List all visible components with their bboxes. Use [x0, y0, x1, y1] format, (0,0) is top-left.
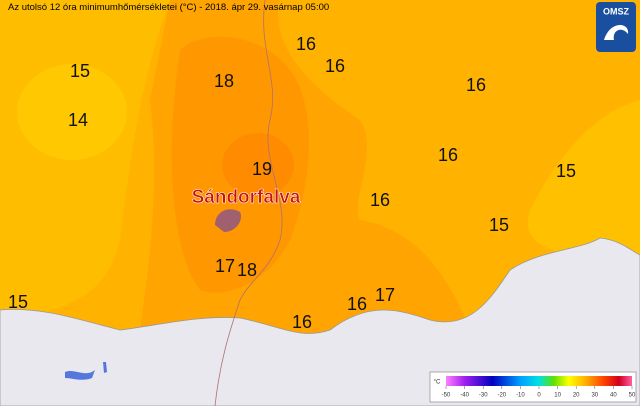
colorbar-tick-label: 20 [573, 393, 580, 399]
town-area [215, 209, 242, 232]
colorbar-tick-label: 40 [610, 393, 617, 399]
colorbar-tick-label: 10 [554, 393, 561, 399]
warm-core [222, 133, 294, 197]
outside-region [0, 237, 640, 406]
temperature-label: 16 [370, 190, 390, 210]
cool-field [17, 64, 127, 160]
colorbar-tick-label: 30 [591, 393, 598, 399]
colorbar-unit: °C [434, 380, 441, 386]
lake [65, 370, 95, 380]
temperature-label: 18 [237, 260, 257, 280]
colorbar-tick-label: -20 [497, 393, 506, 399]
temperature-label: 15 [8, 292, 28, 312]
colorbar-tick-label: -10 [516, 393, 525, 399]
temperature-label: 14 [68, 110, 88, 130]
colorbar-tick-label: -30 [479, 393, 488, 399]
border-line [214, 0, 283, 406]
temperature-label: 18 [214, 71, 234, 91]
town-name: Sándorfalva [192, 187, 301, 208]
temperature-label: 15 [489, 215, 509, 235]
lake [103, 362, 107, 373]
colorbar-tick-label: 0 [537, 393, 541, 399]
temperature-label: 16 [438, 145, 458, 165]
temperature-label: 19 [252, 159, 272, 179]
map-title: Az utolsó 12 óra minimumhőmérsékletei (°… [8, 2, 329, 13]
temperature-label: 16 [466, 75, 486, 95]
temperature-label: 15 [70, 61, 90, 81]
colorbar-tick-label: 50 [629, 393, 636, 399]
temperature-label: 16 [325, 56, 345, 76]
cool-field [527, 100, 640, 260]
temperature-label: 17 [375, 285, 395, 305]
colorbar-tick-label: -50 [442, 393, 451, 399]
logo-swirl [604, 24, 629, 40]
temperature-label: 16 [347, 294, 367, 314]
temperature-label: 17 [215, 256, 235, 276]
colorbar [446, 376, 632, 386]
colorbar-tick-label: -40 [460, 393, 469, 399]
temperature-label: 15 [556, 161, 576, 181]
temperature-label: 16 [296, 34, 316, 54]
temperature-label: 16 [292, 312, 312, 332]
logo-text: OMSZ [603, 6, 630, 16]
